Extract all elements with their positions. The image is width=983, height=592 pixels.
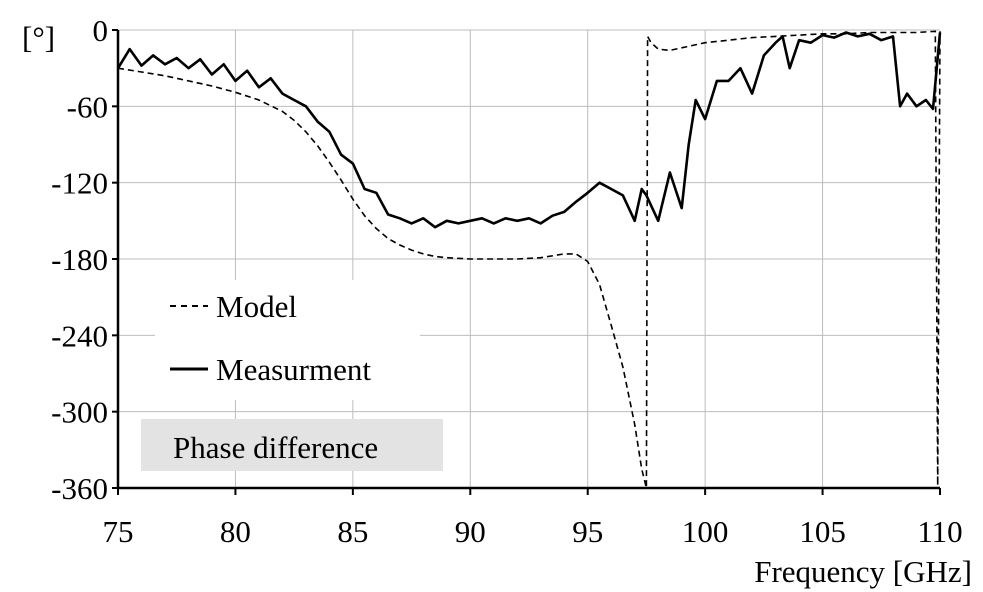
y-tick-label-2: -120 [51, 166, 108, 201]
x-tick-label-2: 85 [337, 514, 368, 549]
annotation-box: Phase difference [141, 419, 443, 471]
x-tick-label-6: 105 [799, 514, 846, 549]
x-tick-label-7: 110 [917, 514, 962, 549]
y-tick-label-5: -300 [51, 395, 108, 430]
x-tick-label-4: 95 [572, 514, 603, 549]
x-axis-label: Frequency [GHz] [754, 554, 972, 589]
x-tick-label-5: 100 [682, 514, 729, 549]
legend-measurement-label: Measurment [216, 352, 371, 387]
y-tick-label-3: -180 [51, 242, 108, 277]
legend-model-label: Model [216, 289, 297, 324]
y-tick-labels: 0 -60 -120 -180 -240 -300 -360 [51, 13, 108, 506]
y-tick-label-1: -60 [67, 89, 108, 124]
x-tick-label-1: 80 [220, 514, 251, 549]
x-tick-label-0: 75 [103, 514, 134, 549]
legend: Model Measurment [155, 280, 420, 400]
y-axis-label: [°] [22, 20, 55, 55]
annotation-background [141, 419, 443, 471]
y-tick-label-6: -360 [51, 471, 108, 506]
series-line-measurement [116, 31, 942, 229]
annotation-text: Phase difference [173, 430, 378, 465]
axes [112, 29, 941, 495]
y-tick-label-4: -240 [51, 318, 108, 353]
y-tick-label-0: 0 [93, 13, 109, 48]
legend-background [155, 280, 420, 400]
x-tick-label-3: 90 [455, 514, 486, 549]
x-tick-labels: 75 80 85 90 95 100 105 110 [103, 514, 963, 549]
